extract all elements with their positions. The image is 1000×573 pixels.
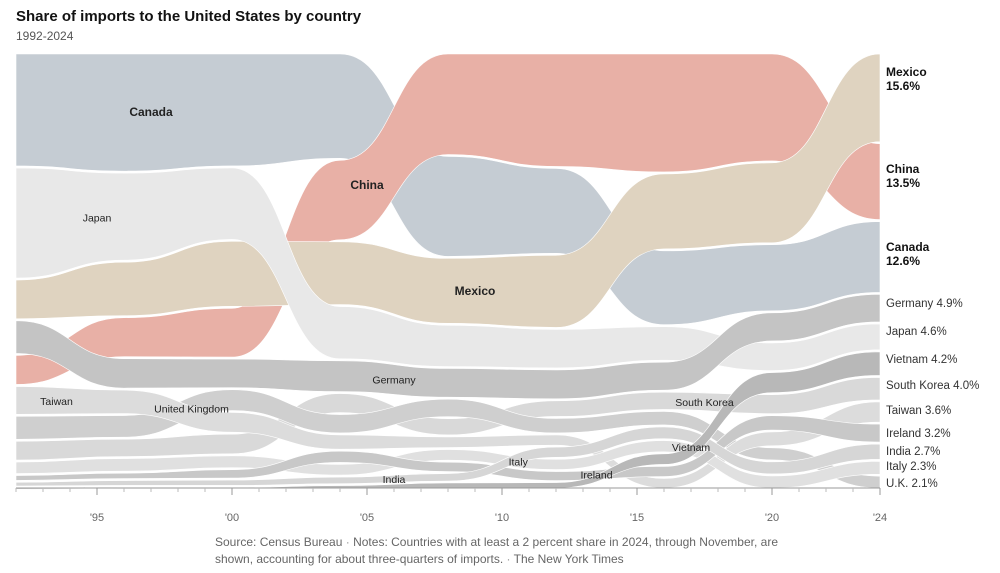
end-label-japan: Japan 4.6% [886, 326, 947, 338]
inline-label-south-korea: South Korea [675, 397, 734, 409]
end-label-value: 12.6% [886, 254, 920, 268]
band-india [15, 426, 881, 487]
end-label-value: 13.5% [886, 176, 920, 190]
notes-text: Notes: Countries with at least a 2 perce… [215, 535, 778, 566]
credit-text: The New York Times [513, 552, 624, 566]
band-taiwan [15, 386, 881, 489]
x-tick-label: '95 [90, 512, 104, 524]
end-label-china: China 13.5% [886, 162, 920, 190]
bands-layer [15, 53, 881, 490]
inline-label-italy: Italy [509, 457, 529, 469]
inline-label-canada: Canada [129, 105, 173, 119]
x-tick-label: '24 [873, 512, 887, 524]
end-label-taiwan: Taiwan 3.6% [886, 405, 951, 417]
end-label-south-korea: South Korea 4.0% [886, 380, 979, 392]
end-label-india: India 2.7% [886, 446, 940, 458]
end-label-name: Mexico [886, 65, 927, 79]
x-tick-label: '10 [495, 512, 509, 524]
end-label-u-k: U.K. 2.1% [886, 478, 938, 490]
separator: · [506, 552, 511, 566]
x-axis: '95 '00 '05 '10 '15 '20 '24 [15, 487, 887, 524]
separator: · [345, 535, 350, 549]
inline-label-japan: Japan [83, 213, 112, 225]
chart-title: Share of imports to the United States by… [16, 8, 362, 25]
end-label-vietnam: Vietnam 4.2% [886, 354, 957, 366]
end-label-name: China [886, 162, 920, 176]
band-germany [15, 294, 881, 400]
chart-subtitle: 1992-2024 [16, 29, 74, 43]
inline-label-china: China [350, 178, 384, 192]
inline-label-mexico: Mexico [455, 284, 496, 298]
end-label-mexico: Mexico 15.6% [886, 65, 927, 93]
inline-label-vietnam: Vietnam [672, 442, 711, 454]
end-label-name: Canada [886, 240, 930, 254]
inline-label-ireland: Ireland [580, 470, 612, 482]
end-label-germany: Germany 4.9% [886, 298, 963, 310]
end-label-italy: Italy 2.3% [886, 461, 937, 473]
band-ireland [15, 415, 881, 481]
inline-labels-layer: Canada Japan China Mexico Germany Taiwan Unite… [40, 105, 734, 486]
x-tick-label: '20 [765, 512, 779, 524]
x-tick-label: '15 [630, 512, 644, 524]
source-note: Source: Census Bureau [215, 535, 343, 549]
inline-label-taiwan: Taiwan [40, 396, 73, 408]
end-labels-layer: Mexico 15.6% China 13.5% Canada 12.6% Germany … [886, 65, 979, 490]
inline-label-united-kingdom: United Kingdom [154, 403, 229, 415]
inline-label-india: India [383, 474, 406, 486]
band-japan [15, 167, 881, 371]
end-label-ireland: Ireland 3.2% [886, 428, 951, 440]
band-italy [15, 440, 881, 489]
x-tick-label: '00 [225, 512, 239, 524]
end-label-value: 15.6% [886, 79, 920, 93]
inline-label-germany: Germany [372, 375, 416, 387]
end-label-canada: Canada 12.6% [886, 240, 930, 268]
footer: Source: Census Bureau · Notes: Countries… [0, 534, 1000, 568]
band-united-kingdom [15, 389, 881, 489]
band-canada [15, 53, 881, 325]
x-tick-label: '05 [360, 512, 374, 524]
